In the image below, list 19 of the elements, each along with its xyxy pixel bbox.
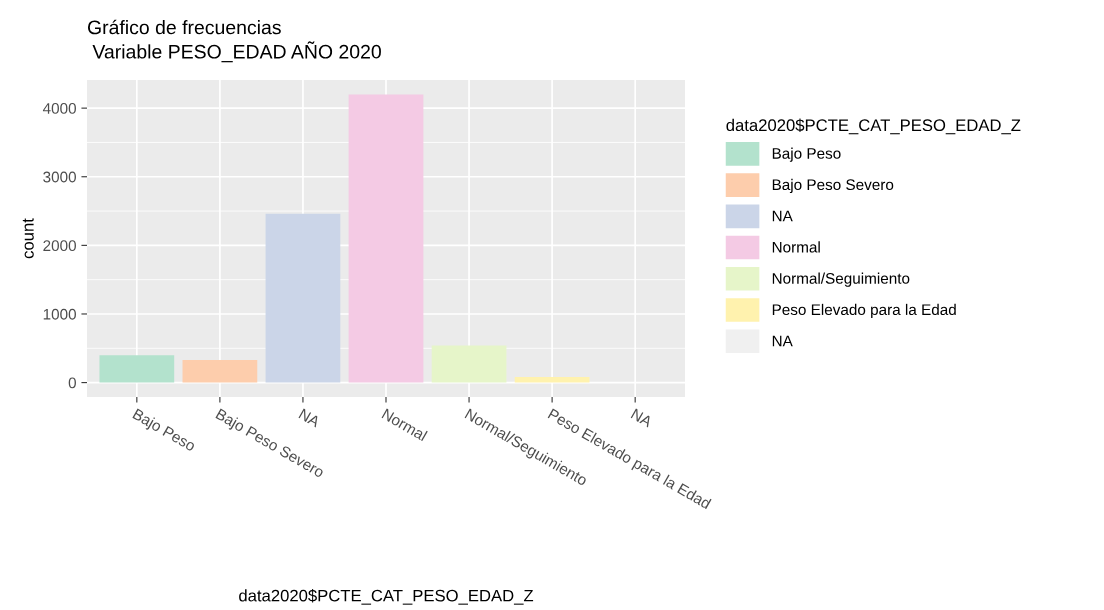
- legend-title: data2020$PCTE_CAT_PESO_EDAD_Z: [726, 118, 1021, 135]
- x-tick-label: NA: [298, 408, 322, 428]
- y-tick-label: 2000: [43, 240, 76, 252]
- legend-label: NA: [772, 335, 793, 347]
- legend-label: Bajo Peso: [772, 147, 841, 162]
- legend-label: Peso Elevado para la Edad: [772, 303, 956, 319]
- chart-title: Gráfico de frecuencias Variable PESO_EDAD AÑO 2020: [87, 19, 381, 63]
- legend-label: Normal: [772, 241, 820, 253]
- y-tick-label: 0: [68, 377, 76, 389]
- y-tick-label: 1000: [43, 308, 76, 320]
- legend-label: Bajo Peso Severo: [772, 178, 894, 194]
- legend-label: Normal/Seguimiento: [772, 272, 910, 287]
- x-tick-label: Bajo Peso: [130, 408, 197, 455]
- x-axis-title: data2020$PCTE_CAT_PESO_EDAD_Z: [239, 589, 534, 605]
- x-tick-label: NA: [630, 408, 654, 428]
- y-axis-title: count: [22, 218, 34, 259]
- y-tick-label: 4000: [42, 103, 76, 114]
- y-tick-label: 3000: [43, 171, 76, 183]
- legend-label: NA: [772, 210, 793, 222]
